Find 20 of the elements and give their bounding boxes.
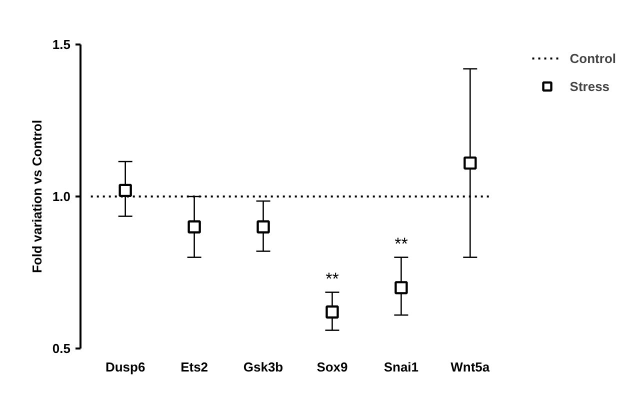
x-tick-label: Snai1 (384, 360, 419, 374)
y-tick-label: 0.5 (52, 341, 71, 356)
point (326, 305, 339, 319)
point (394, 281, 408, 294)
x-tick-label: Gsk3b (243, 360, 284, 374)
annotation: ** (326, 269, 340, 288)
x-tick-label: Ets2 (180, 360, 208, 374)
legend-label: Control (570, 50, 616, 66)
x-tick-label: Sox9 (316, 360, 348, 374)
y-axis-title: Fold variation vs Control (29, 120, 44, 274)
legend-label: Stress (570, 78, 610, 94)
annotation: ** (394, 234, 408, 254)
y-tick-label: 1.0 (52, 189, 71, 204)
x-tick-label: Wnt5a (450, 360, 490, 374)
point (256, 220, 270, 234)
x-tick-label: Dusp6 (105, 360, 146, 374)
y-tick-label: 1.5 (52, 37, 71, 52)
point (464, 156, 477, 170)
point (118, 184, 132, 198)
point (188, 220, 201, 234)
